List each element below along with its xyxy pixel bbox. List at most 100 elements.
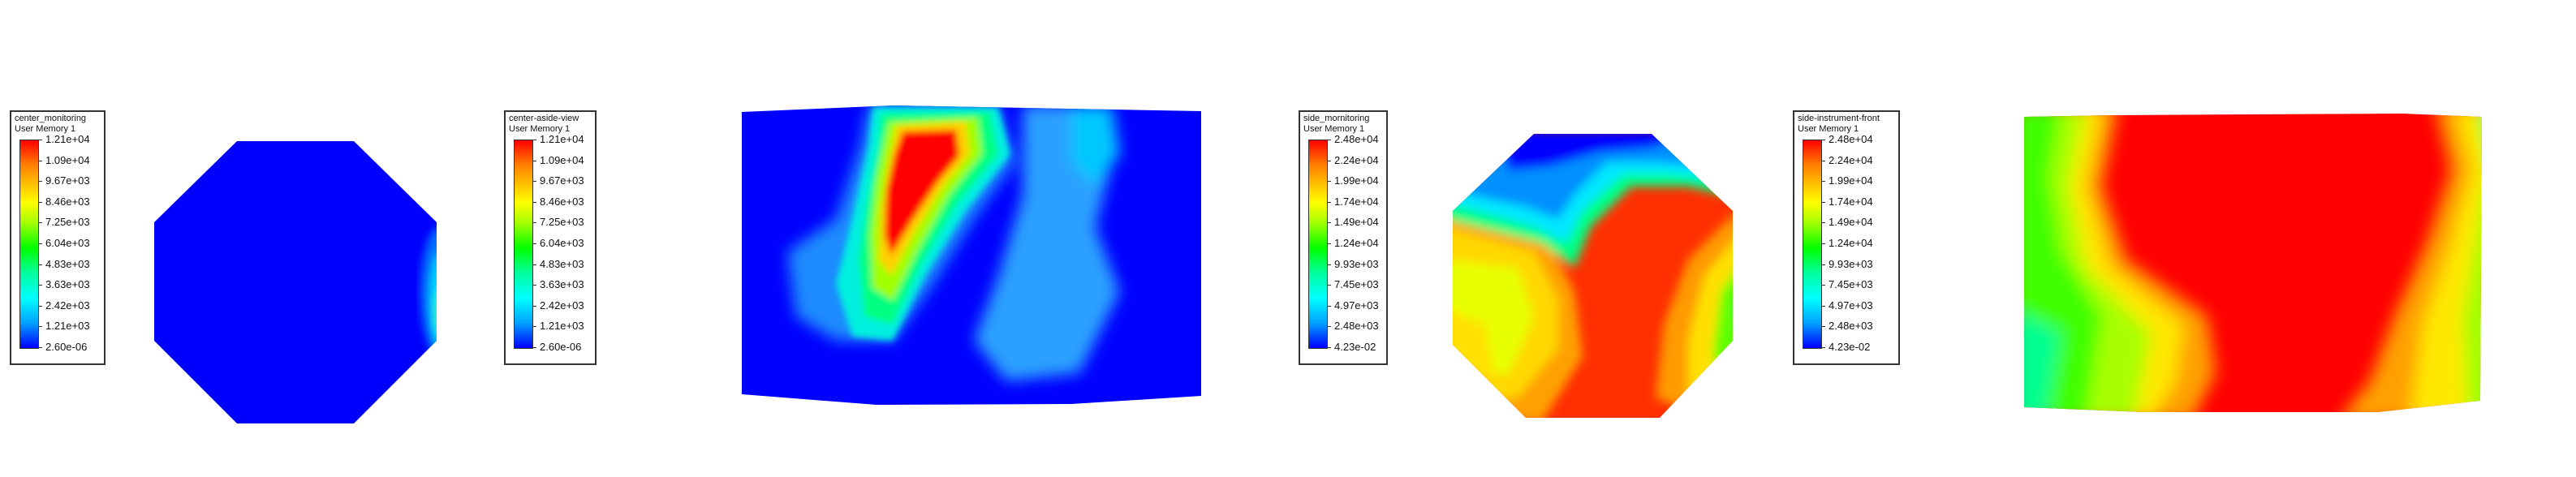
colorbar-tick-label: 2.60e-06 — [540, 341, 582, 353]
colorbar-tick-label: 2.42e+03 — [45, 299, 90, 312]
colorbar — [514, 140, 533, 349]
colorbar-tick-mark — [1821, 222, 1825, 224]
colorbar-tick-label: 1.74e+04 — [1829, 195, 1873, 208]
colorbar-tick-mark — [1821, 181, 1825, 183]
colorbar-tick-label: 1.21e+04 — [45, 133, 90, 145]
colorbar-tick-label: 1.21e+04 — [540, 133, 584, 145]
colorbar — [1803, 140, 1822, 349]
colorbar-tick-mark — [532, 305, 536, 307]
legend-title: side-instrument-front — [1798, 114, 1880, 123]
colorbar-tick-label: 3.63e+03 — [45, 278, 90, 291]
colorbar-tick-label: 7.25e+03 — [540, 216, 584, 229]
colorbar-tick-label: 2.48e+04 — [1829, 133, 1873, 145]
colorbar-tick-mark — [38, 347, 42, 348]
contour-plot-3 — [1453, 134, 1733, 418]
colorbar-tick-mark — [532, 243, 536, 244]
colorbar-tick-label: 9.67e+03 — [45, 174, 90, 187]
colorbar-legend-3: side_mornitoring User Memory 1 2.48e+04 2… — [1299, 110, 1388, 365]
colorbar-tick-label: 8.46e+03 — [45, 195, 90, 208]
contour-plot-2 — [742, 105, 1201, 405]
colorbar-tick-label: 1.49e+04 — [1334, 216, 1379, 229]
colorbar-tick-label: 1.09e+04 — [45, 153, 90, 166]
colorbar-tick-mark — [1821, 201, 1825, 203]
colorbar-legend-4: side-instrument-front User Memory 1 2.48… — [1793, 110, 1900, 365]
colorbar-tick-label: 1.74e+04 — [1334, 195, 1379, 208]
colorbar-tick-mark — [1821, 326, 1825, 328]
colorbar-tick-mark — [38, 243, 42, 244]
legend-title: center_monitoring — [15, 114, 87, 123]
colorbar-tick-mark — [532, 326, 536, 328]
colorbar-tick-mark — [1327, 305, 1331, 307]
colorbar-tick-mark — [532, 181, 536, 183]
colorbar-tick-label: 2.48e+03 — [1829, 320, 1873, 333]
colorbar-tick-label: 8.46e+03 — [540, 195, 584, 208]
colorbar-tick-label: 2.48e+04 — [1334, 133, 1379, 145]
colorbar-tick-label: 1.49e+04 — [1829, 216, 1873, 229]
colorbar-tick-mark — [1821, 285, 1825, 286]
contour-field — [742, 105, 1201, 405]
colorbar-tick-label: 2.24e+04 — [1334, 153, 1379, 166]
colorbar-tick-mark — [1327, 201, 1331, 203]
colorbar-tick-mark — [532, 264, 536, 265]
colorbar-tick-label: 1.21e+03 — [540, 320, 584, 333]
colorbar-tick-label: 7.25e+03 — [45, 216, 90, 229]
colorbar-tick-label: 2.60e-06 — [45, 341, 88, 353]
colorbar-tick-label: 4.23e-02 — [1829, 341, 1871, 353]
legend-title: side_mornitoring — [1303, 114, 1370, 123]
contour-plot-1 — [154, 141, 437, 423]
colorbar-tick-label: 2.48e+03 — [1334, 320, 1379, 333]
legend-subtitle: User Memory 1 — [15, 124, 76, 134]
colorbar-tick-label: 4.97e+03 — [1829, 299, 1873, 312]
colorbar-tick-label: 4.23e-02 — [1334, 341, 1376, 353]
colorbar-tick-mark — [532, 201, 536, 203]
colorbar-tick-mark — [38, 264, 42, 265]
legend-subtitle: User Memory 1 — [1303, 124, 1365, 134]
colorbar-tick-mark — [532, 285, 536, 286]
colorbar-tick-mark — [532, 222, 536, 224]
colorbar-tick-mark — [1327, 326, 1331, 328]
legend-subtitle: User Memory 1 — [1798, 124, 1859, 134]
colorbar-tick-label: 4.97e+03 — [1334, 299, 1379, 312]
colorbar — [1308, 140, 1328, 349]
colorbar-tick-mark — [38, 181, 42, 183]
colorbar-tick-label: 1.21e+03 — [45, 320, 90, 333]
colorbar-tick-label: 1.09e+04 — [540, 153, 584, 166]
colorbar-tick-mark — [1821, 305, 1825, 307]
colorbar-tick-mark — [38, 222, 42, 224]
colorbar — [19, 140, 39, 349]
legend-subtitle: User Memory 1 — [509, 124, 571, 134]
contour-plot-4 — [2024, 114, 2482, 412]
colorbar-tick-mark — [1327, 285, 1331, 286]
colorbar-tick-label: 2.24e+04 — [1829, 153, 1873, 166]
colorbar-tick-mark — [38, 326, 42, 328]
colorbar-tick-mark — [38, 305, 42, 307]
colorbar-tick-mark — [532, 347, 536, 348]
colorbar-tick-label: 9.67e+03 — [540, 174, 584, 187]
colorbar-tick-label: 4.83e+03 — [45, 257, 90, 270]
contour-field — [1453, 134, 1733, 418]
colorbar-tick-label: 9.93e+03 — [1829, 257, 1873, 270]
colorbar-tick-mark — [1327, 264, 1331, 265]
colorbar-tick-label: 7.45e+03 — [1334, 278, 1379, 291]
colorbar-legend-2: center-aside-view User Memory 1 1.21e+04… — [504, 110, 597, 365]
colorbar-tick-mark — [1821, 347, 1825, 348]
colorbar-tick-label: 9.93e+03 — [1334, 257, 1379, 270]
colorbar-legend-1: center_monitoring User Memory 1 1.21e+04… — [10, 110, 106, 365]
colorbar-tick-label: 2.42e+03 — [540, 299, 584, 312]
contour-field — [154, 141, 437, 423]
colorbar-tick-mark — [1327, 347, 1331, 348]
colorbar-tick-label: 6.04e+03 — [540, 237, 584, 249]
colorbar-tick-label: 3.63e+03 — [540, 278, 584, 291]
colorbar-tick-label: 6.04e+03 — [45, 237, 90, 249]
colorbar-tick-label: 1.99e+04 — [1829, 174, 1873, 187]
colorbar-tick-label: 4.83e+03 — [540, 257, 584, 270]
colorbar-tick-label: 1.99e+04 — [1334, 174, 1379, 187]
colorbar-tick-label: 1.24e+04 — [1334, 237, 1379, 249]
colorbar-tick-mark — [1327, 181, 1331, 183]
colorbar-tick-mark — [38, 201, 42, 203]
contour-field — [2024, 114, 2482, 412]
colorbar-tick-label: 7.45e+03 — [1829, 278, 1873, 291]
colorbar-tick-mark — [1327, 243, 1331, 244]
colorbar-tick-mark — [1821, 243, 1825, 244]
colorbar-tick-mark — [1327, 222, 1331, 224]
